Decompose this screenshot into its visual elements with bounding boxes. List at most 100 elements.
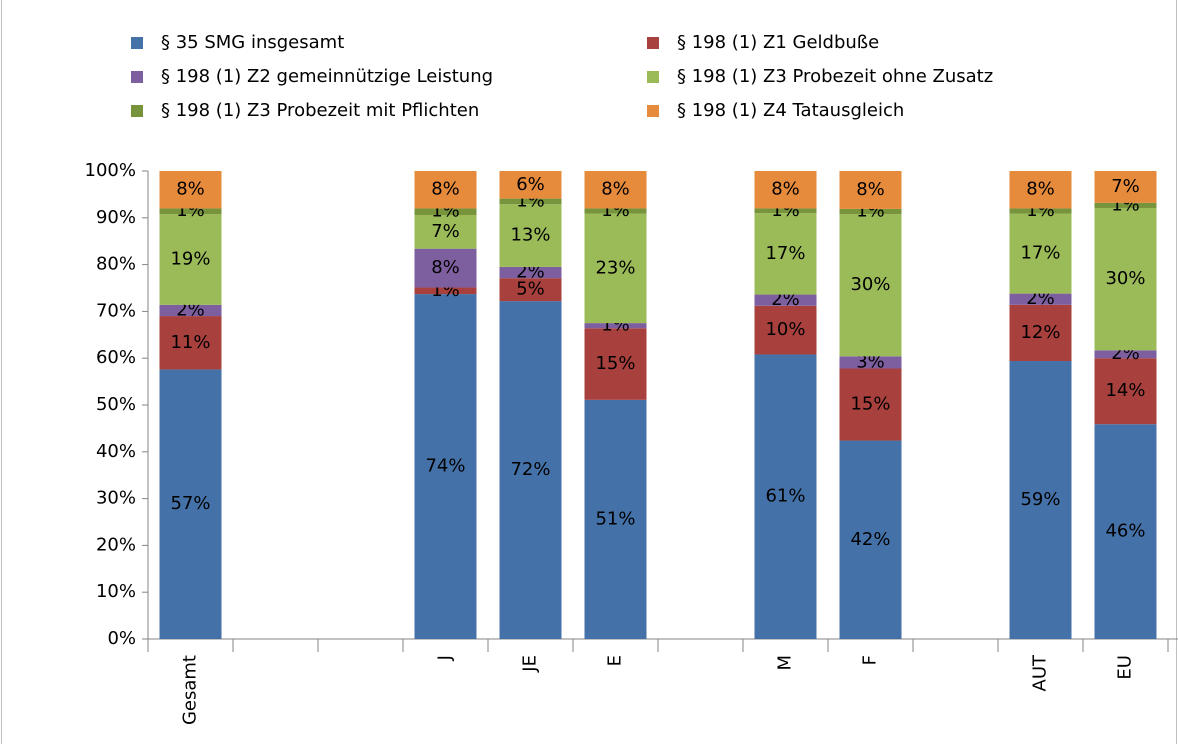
bar-segment: [159, 208, 222, 215]
bar-segment: [839, 368, 902, 441]
bar-segment: [839, 214, 902, 357]
bar-segment: [1009, 293, 1072, 305]
data-label: 17%: [765, 243, 805, 264]
y-tick-label: 80%: [96, 254, 136, 275]
data-label: 11%: [170, 332, 210, 353]
data-label: 59%: [1020, 489, 1060, 510]
bar-segment: [414, 171, 477, 209]
bar-segment: [499, 266, 562, 279]
y-tick-label: 70%: [96, 300, 136, 321]
data-label: 23%: [595, 257, 635, 278]
bar-segment: [1009, 171, 1072, 209]
bar-segment: [1094, 424, 1157, 639]
legend-swatch: [131, 71, 143, 83]
y-tick-label: 40%: [96, 441, 136, 462]
x-tick-label: JE: [520, 655, 541, 673]
data-label: 51%: [595, 508, 635, 529]
legend-swatch: [131, 37, 143, 49]
data-label: 42%: [850, 529, 890, 550]
bar-segment: [499, 301, 562, 639]
bar-segment: [839, 208, 902, 215]
x-tick-label: J: [435, 655, 456, 661]
data-label: 46%: [1105, 521, 1145, 542]
bar-segment: [1009, 304, 1072, 362]
bar-segment: [754, 354, 817, 639]
bar-segment: [754, 305, 817, 355]
bar-segment: [414, 248, 477, 288]
bar-segment: [499, 198, 562, 205]
data-label: 8%: [601, 179, 630, 200]
bar-segment: [499, 204, 562, 267]
bar-segment: [1094, 358, 1157, 425]
data-label: 57%: [170, 493, 210, 514]
bar-segment: [499, 171, 562, 199]
data-label: 3%: [856, 351, 885, 372]
x-tick-label: Gesamt: [180, 655, 201, 725]
bar-segment: [1009, 213, 1072, 294]
data-label: 12%: [1020, 322, 1060, 343]
y-tick-label: 0%: [107, 628, 136, 649]
bar-segment: [754, 213, 817, 295]
bar-segment: [1094, 350, 1157, 359]
data-label: 13%: [510, 225, 550, 246]
data-label: 10%: [765, 319, 805, 340]
legend-label: § 198 (1) Z3 Probezeit ohne Zusatz: [677, 66, 993, 87]
data-label: 61%: [765, 486, 805, 507]
bar-segment: [499, 278, 562, 302]
bar-segment: [1094, 202, 1157, 208]
bar-segment: [1009, 208, 1072, 214]
y-tick-label: 50%: [96, 394, 136, 415]
data-label: 8%: [431, 179, 460, 200]
data-label: 8%: [856, 179, 885, 200]
data-label: 8%: [1026, 179, 1055, 200]
legend-label: § 198 (1) Z2 gemeinnützige Leistung: [161, 66, 493, 87]
data-label: 30%: [850, 274, 890, 295]
y-tick-label: 100%: [85, 160, 136, 181]
data-label: 15%: [595, 353, 635, 374]
x-tick-label: AUT: [1030, 654, 1051, 691]
legend-label: § 35 SMG insgesamt: [161, 32, 344, 53]
legend-label: § 198 (1) Z4 Tatausgleich: [677, 100, 904, 121]
x-tick-label: F: [860, 655, 881, 665]
data-label: 7%: [1111, 176, 1140, 197]
x-tick-label: EU: [1115, 655, 1136, 680]
bar-segment: [414, 294, 477, 639]
bar-segment: [754, 171, 817, 209]
bar-segment: [159, 369, 222, 639]
legend-label: § 198 (1) Z1 Geldbuße: [677, 32, 879, 53]
bar-segment: [159, 214, 222, 305]
bar-segment: [584, 208, 647, 214]
bar-segment: [584, 328, 647, 400]
bar-segment: [159, 316, 222, 370]
bar-segment: [839, 440, 902, 639]
bar-segment: [1009, 361, 1072, 639]
x-tick-label: E: [605, 655, 626, 666]
data-label: 17%: [1020, 243, 1060, 264]
data-label: 8%: [431, 257, 460, 278]
data-label: 8%: [771, 179, 800, 200]
bar-segment: [754, 294, 817, 306]
y-tick-label: 10%: [96, 581, 136, 602]
y-tick-label: 20%: [96, 534, 136, 555]
bar-segment: [584, 399, 647, 639]
bar-segment: [1094, 207, 1157, 351]
data-label: 6%: [516, 174, 545, 195]
legend-swatch: [647, 105, 659, 117]
data-label: 72%: [510, 459, 550, 480]
bar-segment: [839, 171, 902, 209]
bar-segment: [414, 214, 477, 249]
data-label: 7%: [431, 221, 460, 242]
x-tick-label: M: [775, 655, 796, 671]
bar-segment: [754, 208, 817, 214]
data-label: 8%: [176, 179, 205, 200]
bar-segment: [584, 171, 647, 209]
data-label: 15%: [850, 394, 890, 415]
bar-segment: [584, 213, 647, 324]
legend-swatch: [131, 105, 143, 117]
bar-segment: [414, 208, 477, 215]
bar-segment: [159, 304, 222, 317]
data-label: 74%: [425, 456, 465, 477]
y-tick-label: 90%: [96, 207, 136, 228]
